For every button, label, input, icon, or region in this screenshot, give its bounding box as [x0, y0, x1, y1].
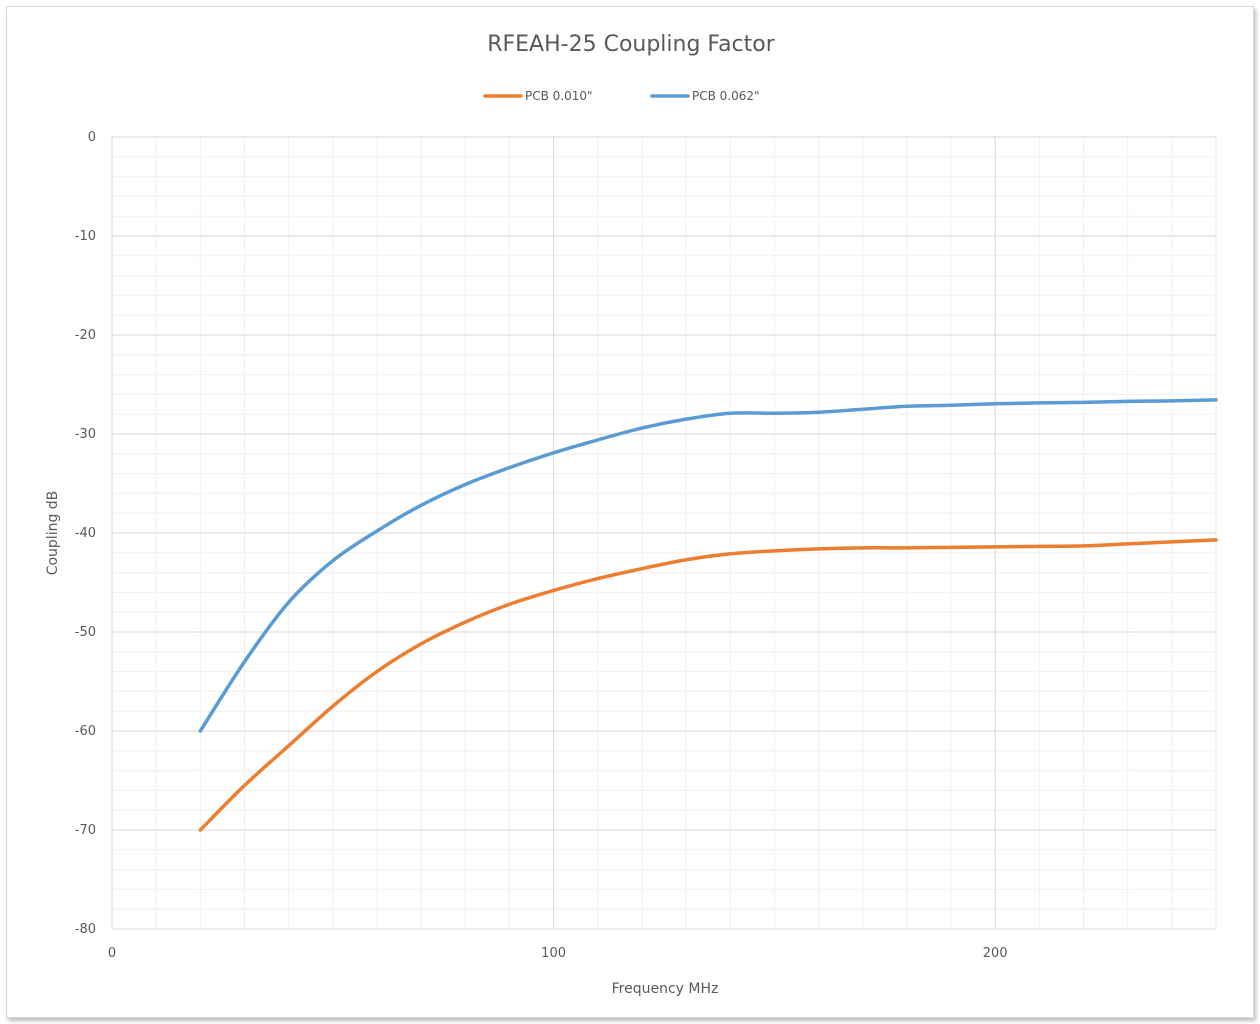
y-tick-label: -80 — [75, 922, 96, 937]
major-gridlines — [111, 136, 1217, 930]
y-tick-label: -20 — [75, 328, 96, 343]
chart-title: RFEAH-25 Coupling Factor — [487, 32, 776, 57]
x-axis-title: Frequency MHz — [612, 981, 719, 997]
series-line-2 — [198, 398, 1218, 733]
y-tick-label: -70 — [75, 823, 96, 838]
x-tick-label: 0 — [108, 946, 116, 961]
chart-canvas: RFEAH-25 Coupling Factor PCB 0.010" PCB 0… — [45, 32, 1218, 997]
legend: PCB 0.010" PCB 0.062" — [483, 89, 760, 103]
series-layer — [198, 398, 1218, 832]
y-tick-label: -40 — [75, 526, 96, 541]
y-tick-label: -60 — [75, 724, 96, 739]
y-tick-label: -30 — [75, 427, 96, 442]
y-axis-title: Coupling dB — [45, 491, 61, 576]
series-line-1 — [198, 538, 1218, 832]
chart-frame: RFEAH-25 Coupling Factor PCB 0.010" PCB 0… — [6, 6, 1254, 1018]
y-axis-tick-labels: 0 -10 -20 -30 -40 -50 -60 -70 -80 — [75, 130, 96, 937]
y-tick-label: 0 — [88, 130, 96, 145]
x-tick-label: 200 — [983, 946, 1008, 961]
legend-label-2: PCB 0.062" — [692, 89, 760, 103]
legend-label-1: PCB 0.010" — [525, 89, 593, 103]
x-axis-tick-labels: 0 100 200 — [108, 946, 1008, 961]
y-tick-label: -10 — [75, 229, 96, 244]
x-tick-label: 100 — [541, 946, 566, 961]
y-tick-label: -50 — [75, 625, 96, 640]
